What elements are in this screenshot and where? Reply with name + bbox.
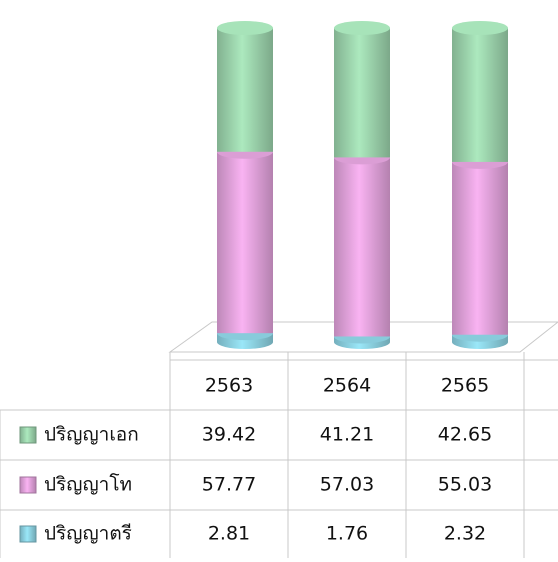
bar-segment [217, 21, 273, 152]
segment-body [334, 157, 390, 337]
bar-segment [217, 144, 273, 334]
segment-body [217, 151, 273, 334]
segment-top [217, 21, 273, 35]
segment-body [452, 28, 508, 162]
column-header: 2563 [205, 375, 253, 397]
segment-body [334, 28, 390, 158]
bar-segment [452, 21, 508, 162]
floor [168, 321, 558, 353]
legend-swatch [19, 426, 37, 444]
bar-segment [334, 150, 390, 337]
cell-value: 41.21 [320, 424, 374, 446]
cell-value: 39.42 [202, 424, 256, 446]
segment-top [334, 21, 390, 35]
cell-value: 42.65 [438, 424, 492, 446]
column-header: 2565 [441, 375, 489, 397]
cell-value: 1.76 [326, 523, 368, 545]
cell-value: 57.77 [202, 474, 256, 496]
cell-value: 2.32 [444, 523, 486, 545]
legend-label: ปริญญาโท [44, 473, 132, 496]
cell-value: 57.03 [320, 474, 374, 496]
cell-value: 2.81 [208, 523, 250, 545]
column-header: 2564 [323, 375, 371, 397]
segment-top [452, 21, 508, 35]
bar-segment [334, 21, 390, 158]
segment-body [452, 161, 508, 335]
legend-label: ปริญญาตรี [44, 523, 132, 545]
legend-swatch [19, 476, 37, 494]
segment-body [217, 28, 273, 152]
bar-segment [452, 154, 508, 335]
legend-label: ปริญญาเอก [44, 424, 139, 446]
legend-swatch [19, 525, 37, 543]
cell-value: 55.03 [438, 474, 492, 496]
